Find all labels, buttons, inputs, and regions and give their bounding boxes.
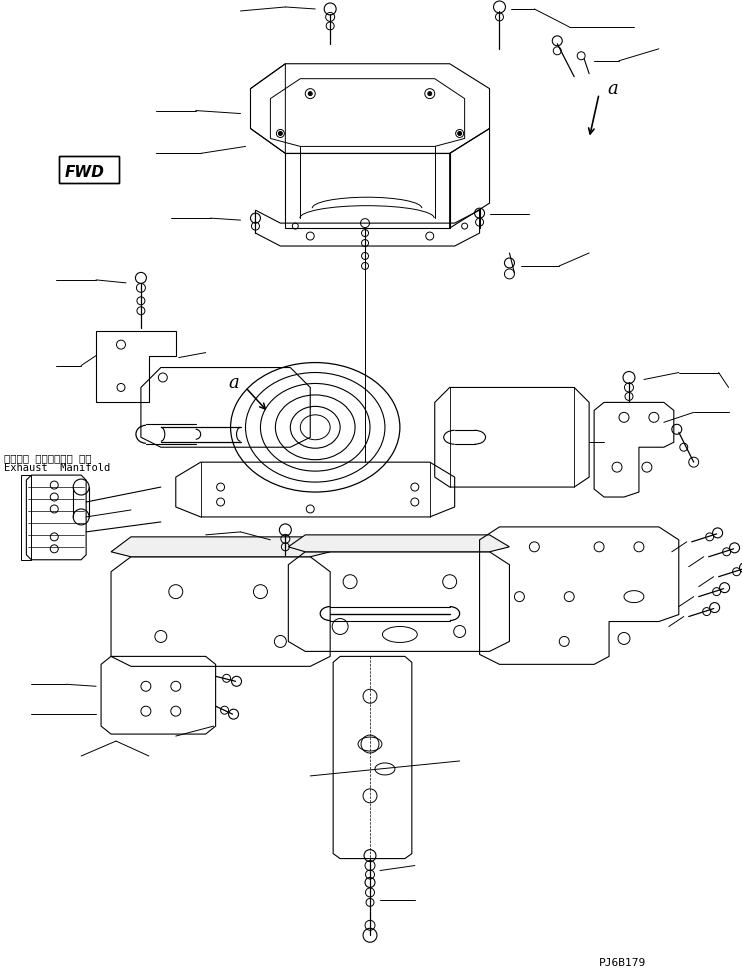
Text: a: a (607, 79, 618, 98)
Text: FWD: FWD (64, 165, 104, 180)
Text: Exhaust  Manifold: Exhaust Manifold (4, 462, 111, 473)
Polygon shape (111, 537, 330, 557)
Circle shape (308, 92, 312, 97)
Text: エキゾー ストマニホー ルド: エキゾー ストマニホー ルド (4, 453, 92, 463)
Polygon shape (288, 535, 510, 552)
Circle shape (428, 92, 432, 97)
Text: a: a (229, 373, 239, 391)
Polygon shape (59, 157, 119, 184)
Circle shape (458, 133, 461, 137)
Text: PJ6B179: PJ6B179 (599, 957, 646, 967)
Circle shape (279, 133, 282, 137)
